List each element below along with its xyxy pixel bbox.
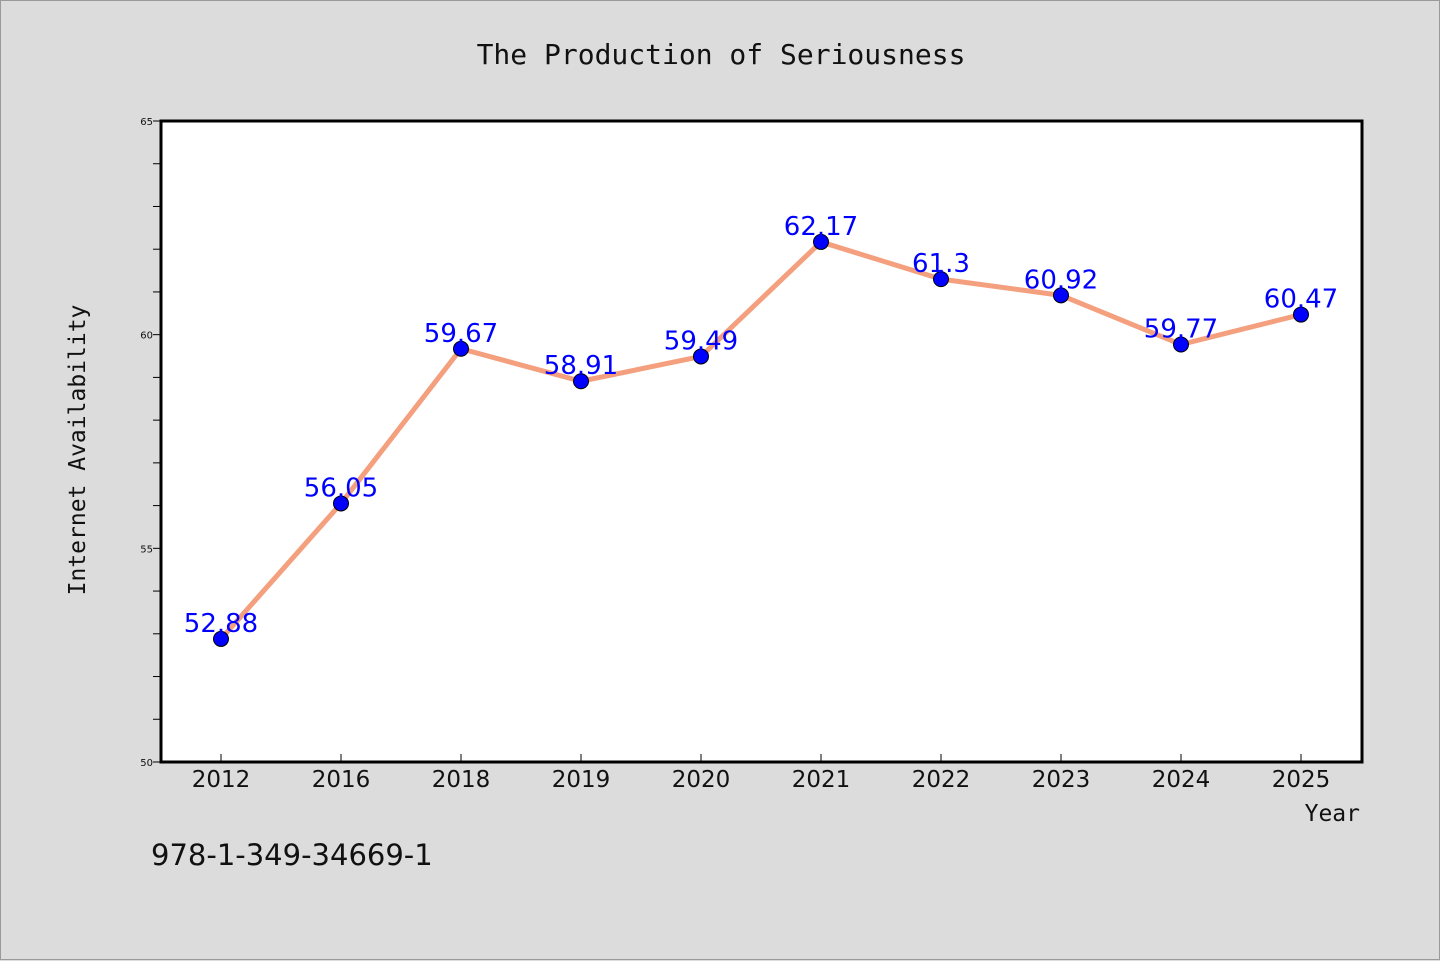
data-point — [573, 373, 589, 390]
plot-area — [161, 121, 1362, 762]
data-label: 59.67 — [424, 319, 498, 349]
x-tick-label: 2021 — [792, 767, 851, 793]
x-tick-label: 2018 — [432, 767, 491, 793]
plot-frame — [159, 119, 1364, 764]
data-label: 59.49 — [664, 326, 738, 356]
data-point — [333, 495, 349, 512]
axis-ticks: 50 55 60 65 2012 2016 2018 2019 2020 2021 2022 2023… — [140, 117, 1330, 793]
data-label: 52.88 — [184, 609, 258, 639]
y-axis-label: Internet Availability — [65, 305, 91, 596]
data-point — [1173, 336, 1189, 353]
data-point — [453, 340, 469, 357]
data-point — [1293, 306, 1309, 323]
x-tick-label: 2020 — [672, 767, 731, 793]
data-point — [813, 233, 829, 250]
data-point — [213, 630, 229, 647]
x-tick-label: 2025 — [1272, 767, 1331, 793]
chart-title: The Production of Seriousness — [477, 38, 966, 71]
data-label: 60.92 — [1024, 265, 1098, 295]
data-point — [933, 271, 949, 288]
data-series: 52.88 56.05 59.67 58.91 59.49 62.17 61.3 60.92 5… — [184, 212, 1338, 647]
x-tick-label: 2012 — [192, 767, 251, 793]
x-tick-label: 2024 — [1152, 767, 1211, 793]
x-tick-label: 2019 — [552, 767, 611, 793]
data-point — [693, 348, 709, 365]
x-tick-label: 2016 — [312, 767, 371, 793]
data-label: 56.05 — [304, 473, 378, 503]
x-tick-label: 2022 — [912, 767, 971, 793]
data-label: 60.47 — [1264, 285, 1338, 315]
footer-code: 978-1-349-34669-1 — [151, 838, 433, 872]
data-label: 58.91 — [544, 351, 618, 381]
x-tick-label: 2023 — [1032, 767, 1091, 793]
y-tick-label: 55 — [140, 544, 153, 555]
data-label: 61.3 — [912, 249, 970, 279]
data-label: 59.77 — [1144, 314, 1218, 344]
series-line — [218, 239, 1304, 642]
data-label: 62.17 — [784, 212, 858, 242]
data-point — [1053, 287, 1069, 304]
y-tick-label: 65 — [140, 117, 153, 128]
y-tick-label: 60 — [140, 331, 153, 342]
y-tick-label: 50 — [140, 758, 153, 769]
x-axis-label: Year — [1305, 801, 1360, 827]
